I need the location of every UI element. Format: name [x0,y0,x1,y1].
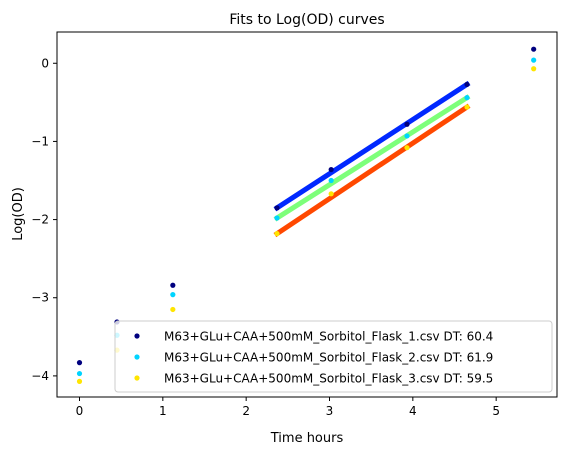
data-point-series-1 [77,360,82,365]
x-tick-label: 3 [326,404,334,418]
data-point-series-3 [170,307,175,312]
legend-marker [134,375,139,380]
data-point-series-3 [274,231,279,236]
y-tick-label: −2 [31,213,49,227]
x-tick-label: 2 [242,404,250,418]
x-tick-label: 0 [76,404,84,418]
data-point-series-2 [77,371,82,376]
legend-entry: M63+GLu+CAA+500mM_Sorbitol_Flask_2.csv D… [164,351,493,365]
data-point-series-1 [329,167,334,172]
data-point-series-2 [404,133,409,138]
data-point-series-3 [77,379,82,384]
data-point-series-1 [531,47,536,52]
legend-marker [134,354,139,359]
data-point-series-3 [464,104,469,109]
data-point-series-1 [404,122,409,127]
y-tick-label: 0 [41,56,49,70]
data-point-series-1 [464,82,469,87]
fit-line-2 [277,98,467,218]
fit-line-1 [277,84,467,207]
x-axis-label: Time hours [270,431,344,446]
data-point-series-1 [274,205,279,210]
data-point-series-3 [329,191,334,196]
data-point-series-2 [170,292,175,297]
data-point-series-3 [404,145,409,150]
legend-entry: M63+GLu+CAA+500mM_Sorbitol_Flask_1.csv D… [164,330,493,344]
legend-entry: M63+GLu+CAA+500mM_Sorbitol_Flask_3.csv D… [164,372,493,386]
data-point-series-2 [274,215,279,220]
data-point-series-3 [531,66,536,71]
y-tick-label: −4 [31,369,49,383]
data-point-series-1 [170,283,175,288]
data-point-series-2 [464,95,469,100]
data-point-series-2 [329,178,334,183]
x-tick-label: 5 [492,404,500,418]
y-axis-label: Log(OD) [11,187,26,241]
legend-marker [134,333,139,338]
legend: M63+GLu+CAA+500mM_Sorbitol_Flask_1.csv D… [115,321,552,392]
x-tick-label: 4 [409,404,417,418]
chart-title: Fits to Log(OD) curves [229,12,384,28]
y-tick-label: −3 [31,291,49,305]
fit-line-3 [277,107,467,234]
y-tick-label: −1 [31,134,49,148]
x-tick-label: 1 [159,404,167,418]
data-point-series-2 [531,58,536,63]
